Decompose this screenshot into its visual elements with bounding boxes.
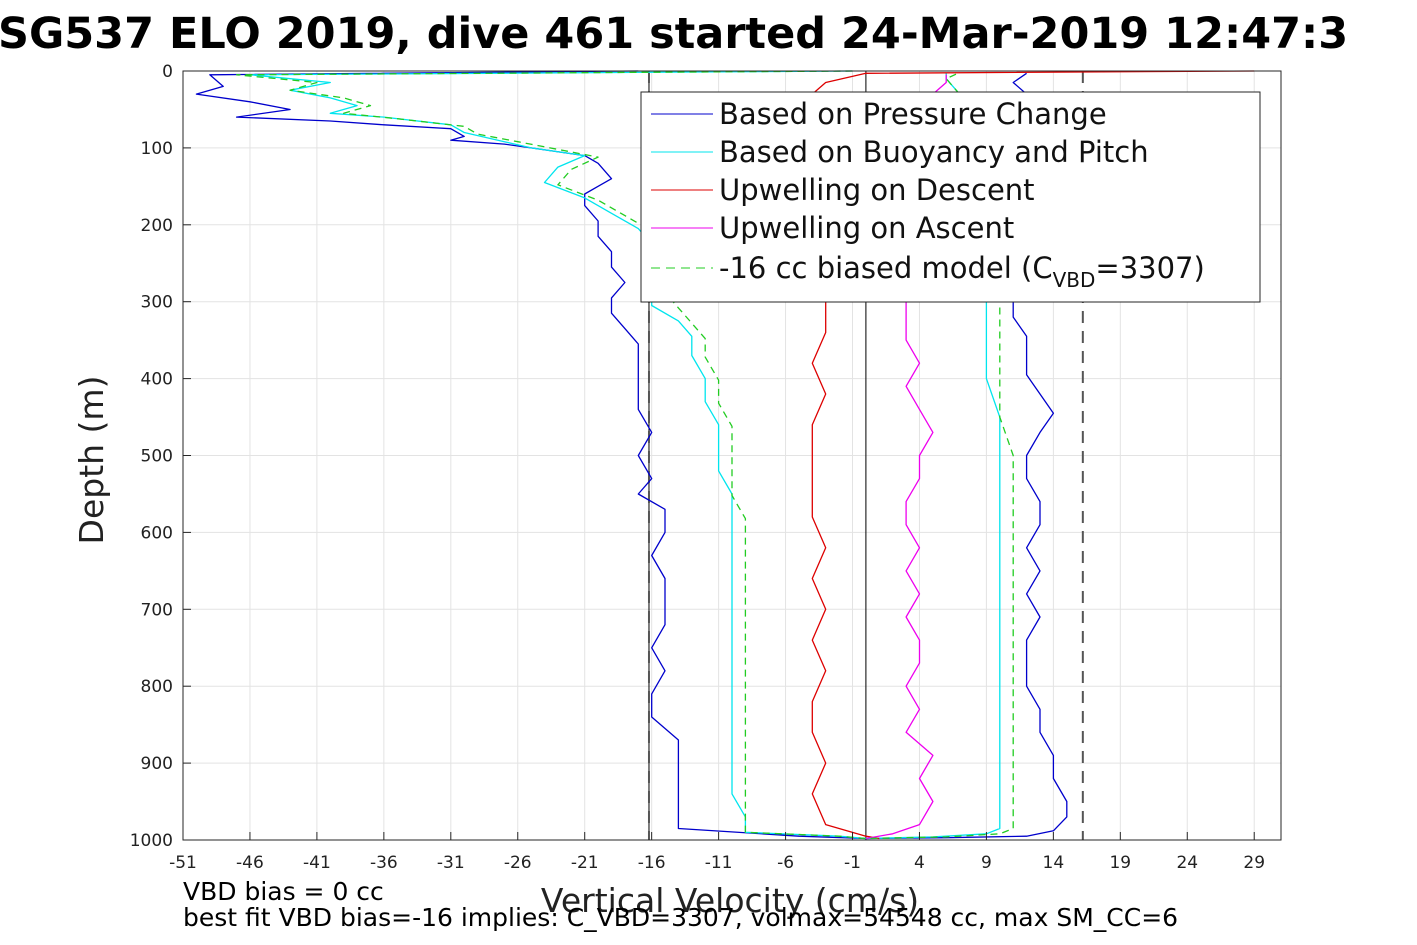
y-tick-label: 900 — [141, 754, 173, 774]
x-tick-label: -6 — [777, 853, 794, 873]
legend-label-up-ascent: Upwelling on Ascent — [719, 211, 1014, 245]
x-tick-label: -21 — [571, 853, 599, 873]
y-tick-label: 1000 — [130, 831, 173, 851]
y-tick-label: 700 — [141, 600, 173, 620]
y-tick-label: 600 — [141, 523, 173, 543]
x-axis-label: Vertical Velocity (cm/s) — [541, 881, 919, 920]
series-line-pressure — [195, 70, 1068, 840]
x-tick-label: -41 — [303, 853, 331, 873]
footnote-best-fit: best fit VBD bias=-16 implies: C_VBD=330… — [183, 903, 1178, 932]
legend-model-subscript: VBD — [1053, 268, 1096, 292]
series-line-model — [235, 70, 1014, 840]
legend-label-buoyancy: Based on Buoyancy and Pitch — [719, 135, 1149, 169]
chart-title: SG537 ELO 2019, dive 461 started 24-Mar-… — [0, 9, 1348, 59]
x-tick-label: -36 — [370, 853, 398, 873]
y-axis-ticks: 0 100 200 300 400 500 600 700 800 900 1000 — [130, 62, 191, 851]
x-tick-label: -31 — [437, 853, 465, 873]
x-tick-label: 19 — [1109, 853, 1131, 873]
y-tick-label: 800 — [141, 677, 173, 697]
y-tick-label: 0 — [162, 62, 173, 82]
legend-model-suffix: =3307) — [1095, 251, 1204, 285]
x-tick-label: 4 — [914, 853, 925, 873]
y-tick-label: 200 — [141, 216, 173, 236]
y-tick-label: 300 — [141, 293, 173, 313]
x-tick-label: 9 — [981, 853, 992, 873]
series-line-buoyancy — [249, 70, 1001, 840]
y-tick-label: 400 — [141, 370, 173, 390]
legend-label-model: -16 cc biased model (CVBD=3307) — [719, 251, 1205, 292]
x-tick-label: -26 — [504, 853, 532, 873]
x-tick-label: -11 — [705, 853, 733, 873]
legend-box — [640, 91, 1261, 303]
legend-label-pressure: Based on Pressure Change — [719, 97, 1107, 131]
legend-label-up-descent: Upwelling on Descent — [719, 173, 1035, 207]
x-tick-label: -46 — [236, 853, 264, 873]
y-tick-label: 100 — [141, 139, 173, 159]
x-tick-label: 24 — [1176, 853, 1198, 873]
x-axis-ticks: -51 -46 -41 -36 -31 -26 -21 -16 -11 -6 -1 4 9 14 19 24 2… — [169, 832, 1265, 873]
y-tick-label: 500 — [141, 447, 173, 467]
legend: Based on Pressure Change Based on Buoyan… — [640, 91, 1261, 303]
x-tick-label: 29 — [1243, 853, 1265, 873]
x-tick-label: -51 — [169, 853, 197, 873]
x-tick-label: -1 — [844, 853, 861, 873]
y-axis-label: Depth (m) — [72, 376, 111, 545]
footnote-vbd-bias: VBD bias = 0 cc — [183, 877, 384, 906]
legend-model-prefix: -16 cc biased model (C — [719, 251, 1053, 285]
x-tick-label: 14 — [1043, 853, 1065, 873]
x-tick-label: -16 — [638, 853, 666, 873]
